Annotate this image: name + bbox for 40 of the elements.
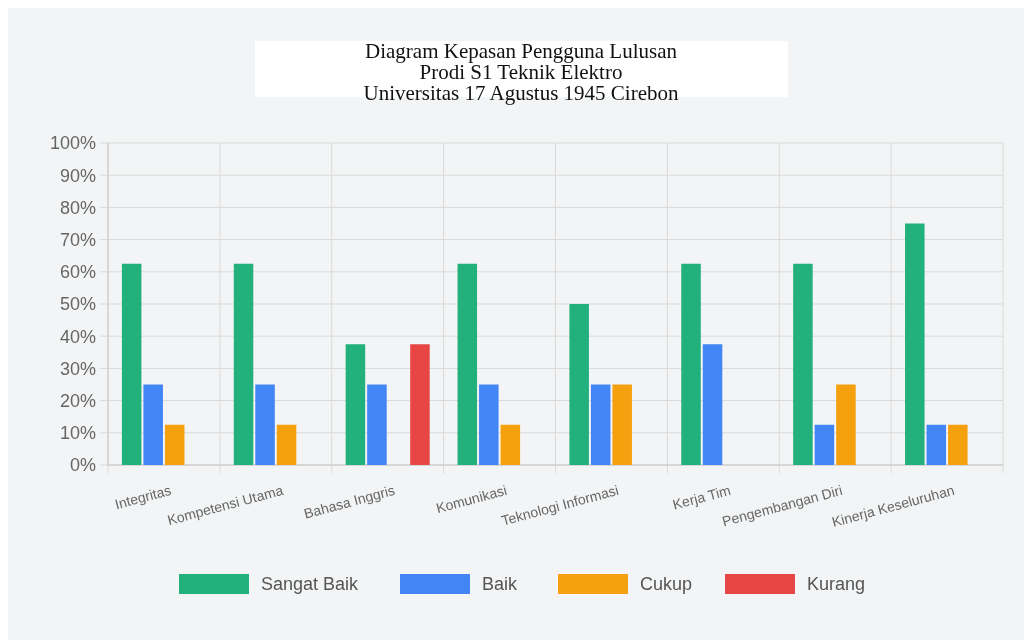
- y-tick-label: 90%: [59, 165, 96, 186]
- bar: [612, 384, 632, 465]
- bar: [410, 344, 430, 465]
- y-tick-label: 70%: [59, 229, 96, 250]
- bar: [479, 384, 499, 465]
- y-tick-label: 20%: [59, 390, 96, 411]
- legend-label: Kurang: [807, 574, 866, 595]
- bar: [814, 424, 835, 465]
- bar: [569, 304, 589, 465]
- bar: [590, 384, 611, 465]
- bar: [143, 384, 163, 465]
- bar: [233, 263, 254, 465]
- y-tick-label: 10%: [59, 423, 96, 444]
- legend-label: Baik: [482, 574, 519, 595]
- bar: [276, 424, 297, 465]
- bar: [836, 384, 856, 465]
- bar: [367, 384, 387, 465]
- y-tick-label: 50%: [59, 294, 96, 315]
- legend-label: Sangat Baik: [261, 574, 360, 595]
- bar: [345, 344, 366, 465]
- y-tick-label: 40%: [59, 326, 96, 347]
- y-tick-label: 80%: [59, 197, 96, 218]
- y-tick-label: 0%: [69, 455, 96, 476]
- x-tick-label: Bahasa Inggris: [302, 481, 397, 522]
- bar: [255, 384, 275, 465]
- bar: [948, 424, 968, 465]
- bar: [500, 424, 521, 465]
- bar: [926, 424, 947, 465]
- bar: [121, 263, 142, 465]
- bar: [702, 344, 723, 465]
- legend-label: Cukup: [640, 574, 693, 595]
- bar: [681, 263, 701, 465]
- y-tick-label: 100%: [49, 133, 96, 154]
- bar: [793, 263, 813, 465]
- bar: [164, 424, 185, 465]
- bar: [905, 223, 925, 465]
- bar: [457, 263, 478, 465]
- y-tick-label: 30%: [59, 358, 96, 379]
- chart-title: Diagram Kepasan Pengguna Lulusan Prodi S1 Teknik Elektro Universitas 17 Agustus 1945 Cirebon: [363, 39, 679, 105]
- y-tick-label: 60%: [59, 262, 96, 283]
